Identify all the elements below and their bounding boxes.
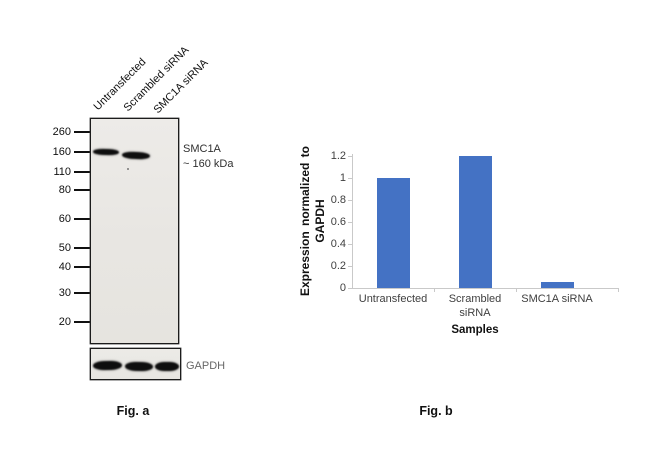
target-annotation-name: SMC1A — [183, 143, 221, 155]
mw-tick — [74, 266, 90, 268]
gapdh-label: GAPDH — [186, 360, 226, 372]
smc1a-band-lane2 — [121, 151, 151, 160]
mw-tick — [74, 321, 90, 323]
y-tick-mark — [348, 156, 352, 157]
figure-b-caption: Fig. b — [419, 404, 453, 418]
mw-label-80: 80 — [58, 184, 71, 196]
mw-label-60: 60 — [58, 213, 71, 225]
y-tick-mark — [348, 288, 352, 289]
y-axis-title-line1: Expression normalized to — [298, 145, 312, 297]
y-axis-title-line2: GAPDH — [313, 199, 327, 243]
target-annotation: SMC1A ~ 160 kDa — [183, 142, 233, 172]
y-tick-mark — [348, 244, 352, 245]
mw-tick — [74, 292, 90, 294]
mw-tick — [74, 151, 90, 153]
x-axis-line — [352, 288, 618, 289]
blot-speck — [127, 168, 129, 170]
bar — [459, 156, 492, 288]
mw-label-40: 40 — [58, 261, 71, 273]
smc1a-band-lane1 — [92, 148, 120, 156]
x-tick-mark — [618, 288, 619, 292]
mw-tick — [74, 247, 90, 249]
x-tick-mark — [516, 288, 517, 292]
y-tick-label: 0.8 — [330, 194, 346, 206]
y-tick-label: 0.4 — [330, 238, 346, 250]
y-tick-label: 0 — [339, 282, 346, 294]
mw-label-30: 30 — [58, 287, 71, 299]
y-tick-label: 1 — [339, 172, 346, 184]
mw-label-110: 110 — [53, 166, 71, 178]
mw-tick — [74, 189, 90, 191]
mw-tick — [74, 218, 90, 220]
bar — [541, 282, 574, 288]
y-tick-label: 0.6 — [330, 216, 346, 228]
x-tick-mark — [434, 288, 435, 292]
gapdh-band-lane3 — [155, 362, 179, 371]
bar — [377, 178, 410, 288]
mw-tick — [74, 171, 90, 173]
x-tick-label: Untransfected — [358, 293, 428, 305]
y-axis-line — [352, 154, 353, 289]
y-tick-label: 1.2 — [330, 150, 346, 162]
y-tick-mark — [348, 200, 352, 201]
western-blot-membrane — [90, 118, 179, 344]
mw-tick — [74, 131, 90, 133]
y-axis-title: Expression normalized to GAPDH — [298, 136, 328, 306]
gapdh-band-lane2 — [124, 361, 154, 372]
y-tick-mark — [348, 266, 352, 267]
x-tick-label: Scrambled siRNA — [448, 293, 502, 319]
mw-label-50: 50 — [58, 242, 71, 254]
mw-label-260: 260 — [52, 126, 71, 138]
x-axis-title: Samples — [451, 324, 499, 336]
figure-a-caption: Fig. a — [116, 404, 150, 418]
x-tick-label: SMC1A siRNA — [521, 293, 593, 305]
mw-label-160: 160 — [52, 146, 71, 158]
gapdh-membrane — [90, 348, 181, 380]
gapdh-band-lane1 — [92, 360, 123, 371]
y-tick-mark — [348, 222, 352, 223]
target-annotation-size: ~ 160 kDa — [183, 158, 234, 170]
y-tick-label: 0.2 — [330, 260, 346, 272]
lane-label-untransfected: Untransfected — [91, 56, 149, 113]
mw-label-20: 20 — [58, 316, 71, 328]
y-tick-mark — [348, 178, 352, 179]
